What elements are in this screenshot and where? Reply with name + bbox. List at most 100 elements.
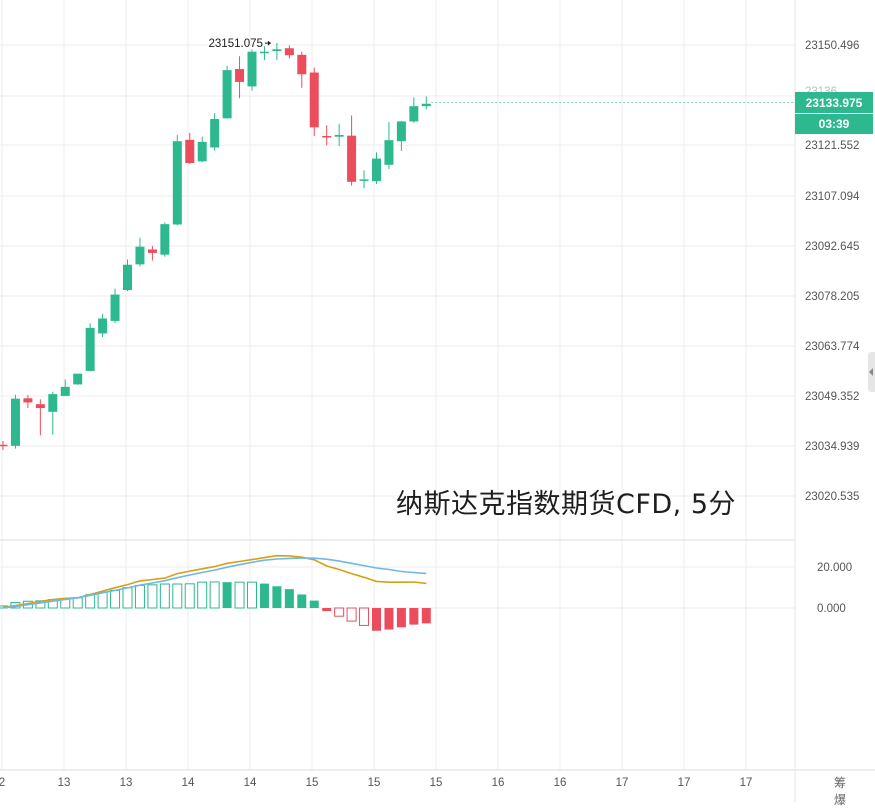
high-marker-label: 23151.075 xyxy=(209,38,263,50)
macd-histogram-bar xyxy=(322,608,332,612)
candle-up xyxy=(73,373,83,385)
candle-body xyxy=(421,103,431,107)
candle-body xyxy=(272,49,282,52)
time-tick-label: 14 xyxy=(182,777,195,789)
candle-up xyxy=(359,170,369,189)
collapse-panel-handle[interactable] xyxy=(868,352,875,392)
candle-up xyxy=(222,65,232,119)
macd-histogram-bar xyxy=(110,589,121,609)
candle-body xyxy=(10,398,20,446)
price-tick-label: 23078.205 xyxy=(805,291,859,303)
candle-up xyxy=(172,134,182,226)
macd-tick-label: 20.000 xyxy=(817,562,852,574)
candle-up xyxy=(85,323,95,372)
candle-body xyxy=(147,249,157,253)
macd-histogram-bar xyxy=(222,582,232,608)
time-tick-label: 15 xyxy=(306,777,319,789)
candle-body xyxy=(222,70,232,119)
candle-body xyxy=(359,179,369,181)
candle-up xyxy=(409,97,419,123)
candle-body xyxy=(123,264,132,291)
macd-histogram-bar xyxy=(372,608,381,631)
candle-up xyxy=(48,391,58,435)
time-tick-label: 17 xyxy=(678,777,691,789)
candle-up xyxy=(98,313,108,338)
macd-histogram-bar xyxy=(209,581,220,609)
candle-down xyxy=(23,395,33,409)
candle-body xyxy=(284,48,294,56)
macd-histogram-bar xyxy=(147,584,158,609)
macd-histogram-bar xyxy=(122,587,133,609)
candle-body xyxy=(160,224,170,255)
candle-body xyxy=(334,134,344,137)
candle-up xyxy=(384,122,394,169)
candle-up xyxy=(123,259,132,292)
candle-down xyxy=(35,399,45,436)
candle-up xyxy=(10,394,20,449)
time-tick-label: 15 xyxy=(430,777,443,789)
candle-up xyxy=(247,49,257,91)
candle-up xyxy=(259,46,269,61)
candle-up xyxy=(135,237,145,267)
candle-body xyxy=(372,158,381,182)
macd-histogram-bar xyxy=(172,583,183,609)
candle-down xyxy=(309,67,319,137)
bar-countdown-badge: 03:39 xyxy=(795,114,873,134)
high-marker-arrowhead xyxy=(267,40,271,46)
candle-body xyxy=(135,246,145,265)
candle-up xyxy=(421,96,431,110)
macd-histogram-bar xyxy=(184,583,195,609)
macd-tick-label: 0.000 xyxy=(817,603,846,615)
time-tick-label: 17 xyxy=(740,777,753,789)
candle-body xyxy=(35,404,45,409)
candle-up xyxy=(60,379,70,397)
candle-down xyxy=(322,125,332,146)
candle-body xyxy=(23,398,33,403)
candle-body xyxy=(309,72,319,128)
candle-body xyxy=(322,136,332,138)
time-tick-label: 16 xyxy=(554,777,567,789)
macd-histogram-bar xyxy=(396,608,406,628)
time-tick-label: 16 xyxy=(492,777,505,789)
macd-histogram-bar xyxy=(159,583,170,609)
macd-histogram-bar xyxy=(197,581,208,609)
macd-histogram-bar xyxy=(384,608,394,630)
price-tick-label: 23107.094 xyxy=(805,191,860,203)
corner-label: 筹 爆 xyxy=(834,776,853,807)
candle-body xyxy=(409,106,419,122)
time-tick-label: 15 xyxy=(368,777,381,789)
macd-histogram-bar xyxy=(309,600,319,608)
macd-histogram-bar xyxy=(409,608,419,625)
candle-body xyxy=(235,69,245,82)
macd-histogram-bar xyxy=(72,597,83,609)
macd-histogram-bar xyxy=(97,591,108,609)
candle-down xyxy=(185,132,195,164)
macd-pane xyxy=(0,554,431,631)
time-tick-label: 17 xyxy=(616,777,629,789)
candle-body xyxy=(259,51,269,54)
candle-down xyxy=(347,115,357,186)
price-tick-label: 23092.645 xyxy=(805,241,859,253)
candle-up xyxy=(272,43,282,61)
candle-up xyxy=(396,121,406,151)
price-tick-label: 23034.939 xyxy=(805,441,859,453)
candle-down xyxy=(235,56,245,99)
candle-body xyxy=(197,141,207,162)
high-marker: 23151.075 xyxy=(209,38,795,103)
macd-histogram-bar xyxy=(334,607,345,617)
candlestick-series xyxy=(0,43,431,450)
candle-up xyxy=(334,123,344,147)
candle-body xyxy=(347,135,357,182)
candle-body xyxy=(0,444,8,447)
price-axis[interactable]: 23150.496 23121.552 23107.094 23092.645 2307… xyxy=(805,40,860,615)
candle-body xyxy=(247,51,257,87)
macd-histogram-bar xyxy=(247,581,257,609)
time-axis[interactable]: 2 13 13 14 14 15 15 15 16 16 17 17 17 xyxy=(0,777,752,789)
candle-down xyxy=(0,440,8,450)
candle-body xyxy=(384,140,394,165)
candle-body xyxy=(73,373,83,385)
time-tick-label: 13 xyxy=(120,777,133,789)
macd-histogram-bar xyxy=(234,581,245,609)
